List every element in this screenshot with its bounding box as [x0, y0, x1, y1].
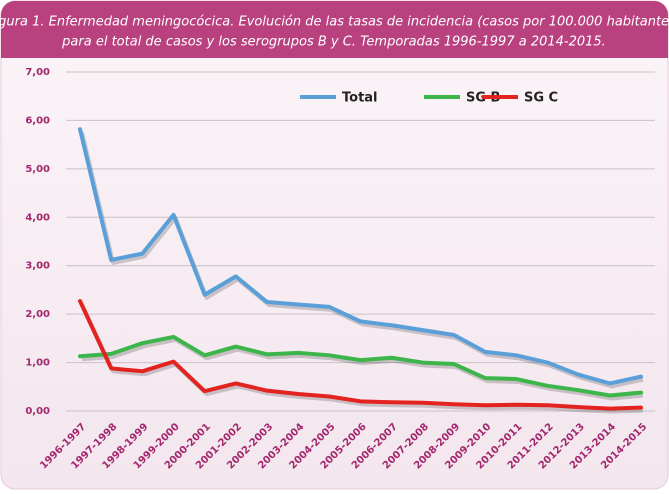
data-line	[78, 299, 643, 411]
data-line	[78, 127, 643, 386]
header	[1, 1, 668, 58]
legend-label: SG C	[524, 91, 558, 106]
data-line	[78, 334, 643, 398]
legend-label: Total	[342, 91, 378, 106]
y-tick-label: 3,00	[25, 261, 50, 272]
y-tick-label: 0,00	[25, 406, 50, 417]
chart-title: para el total de casos y los serogrupos …	[61, 35, 606, 50]
y-tick-label: 4,00	[25, 212, 50, 223]
y-tick-label: 6,00	[25, 115, 50, 126]
chart-title: Figura 1. Enfermedad meningocócica. Evol…	[0, 15, 669, 30]
y-tick-label: 1,00	[25, 358, 50, 369]
y-tick-label: 2,00	[25, 309, 50, 320]
y-tick-label: 5,00	[25, 164, 50, 175]
y-tick-label: 7,00	[25, 67, 50, 78]
